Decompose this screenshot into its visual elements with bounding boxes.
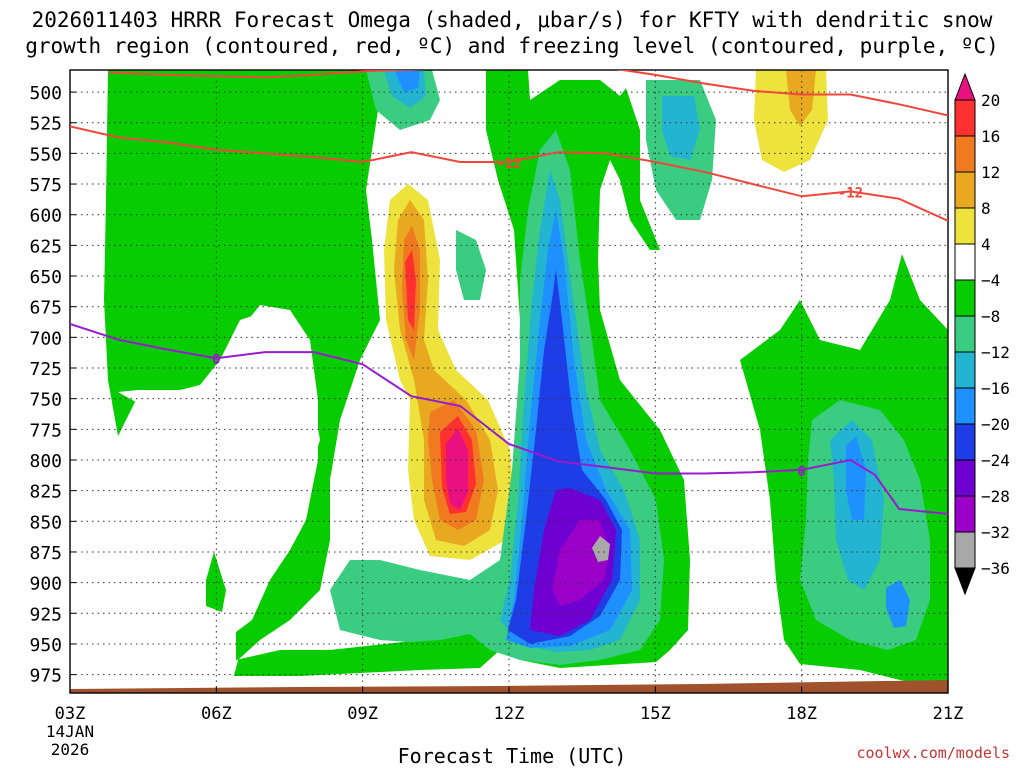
colorbar-label: −12 [981,343,1010,362]
y-tick-label: 600 [29,206,62,227]
y-tick-label: 675 [29,298,62,319]
colorbar-box [954,387,976,425]
colorbar-label: 4 [981,235,991,254]
y-tick-label: 575 [29,175,62,196]
gridlines [70,70,948,693]
colorbar-bottom-triangle [954,567,976,596]
y-tick-label: 900 [29,574,62,595]
colorbar-label: 8 [981,199,991,218]
y-tick-label: 975 [29,666,62,687]
chart-title-line1: 2026011403 HRRR Forecast Omega (shaded, … [31,8,993,32]
x-tick-label: 06Z [201,704,232,724]
colorbar-label: −28 [981,487,1010,506]
colorbar-box [954,315,976,353]
y-tick-label: 500 [29,83,62,104]
colorbar-label: −36 [981,559,1010,578]
omega-band-lightblue-top [394,70,420,92]
colorbar-box [954,495,976,533]
x-tick-label: 09Z [347,704,378,724]
colorbar-label: −16 [981,379,1010,398]
colorbar-label: −24 [981,451,1010,470]
omega-band-gray-max [592,536,610,562]
x-tick-label: 15Z [640,704,671,724]
colorbar-box [954,99,976,137]
x-tick-label: 03Z [55,704,86,724]
x-tick-label: 21Z [933,704,964,724]
y-tick-label: 625 [29,236,62,257]
omega-band-teal-left-small [456,230,486,300]
colorbar-label: −4 [981,271,1000,290]
y-tick-label: 925 [29,604,62,625]
y-tick-label: 725 [29,359,62,380]
colorbar-label: 12 [981,163,1000,182]
x-tick-label: 18Z [786,704,817,724]
colorbar: 20 16 12 8 4 −4 −8 −12 −16 −20 −24 −28 −32 −36 [954,72,1010,596]
freezing-level-line [70,322,948,515]
y-tick-label: 750 [29,390,62,411]
omega-positive-upper-right-orange [786,70,816,126]
isotherm-upper-line [108,70,948,117]
omega-band-lightblue-lower-right [846,436,866,520]
colorbar-box [954,171,976,209]
contour-lines: -12 -12 0 0 [70,70,948,515]
y-tick-label: 950 [29,635,62,656]
colorbar-box [954,459,976,497]
isotherm-minus12-label: -12 [496,156,521,172]
credit-text: coolwx.com/models [856,744,1010,762]
y-tick-label: 800 [29,451,62,472]
colorbar-box [954,351,976,389]
colorbar-box [954,135,976,173]
colorbar-label: −8 [981,307,1000,326]
date-label: 2026 [51,740,90,759]
y-tick-label: 825 [29,482,62,503]
omega-shading [70,70,948,693]
y-tick-label: 700 [29,328,62,349]
date-label: 14JAN [46,722,94,741]
chart-title-line2: growth region (contoured, red, ºC) and f… [25,34,999,58]
x-tick-label: 12Z [494,704,525,724]
omega-band-violet [552,520,610,606]
y-tick-label: 525 [29,114,62,135]
y-tick-label: 850 [29,512,62,533]
colorbar-label: −20 [981,415,1010,434]
colorbar-box [954,423,976,461]
omega-band-white-left [118,305,318,632]
freezing-level-label: 0 [797,464,805,480]
omega-band-lightblue-small-right [886,580,910,628]
pressure-axis: 500 525 550 575 600 625 650 675 700 725 750 775 800 8… [29,83,76,687]
colorbar-box [954,243,976,281]
isotherm-minus12-line [70,125,948,222]
colorbar-label: 20 [981,91,1000,110]
x-axis-label: Forecast Time (UTC) [397,744,627,768]
colorbar-box [954,531,976,569]
colorbar-label: 16 [981,127,1000,146]
y-tick-label: 875 [29,543,62,564]
omega-positive-red-upper [405,250,416,330]
y-tick-label: 775 [29,420,62,441]
isotherm-minus12-label: -12 [838,185,863,201]
y-tick-label: 650 [29,267,62,288]
y-tick-label: 550 [29,144,62,165]
omega-positive-max [446,428,468,510]
colorbar-top-triangle [954,72,976,101]
colorbar-label: −32 [981,523,1010,542]
freezing-level-label: 0 [212,352,220,368]
colorbar-box [954,279,976,317]
omega-band-cyan-upper-right [662,96,700,160]
colorbar-box [954,207,976,245]
